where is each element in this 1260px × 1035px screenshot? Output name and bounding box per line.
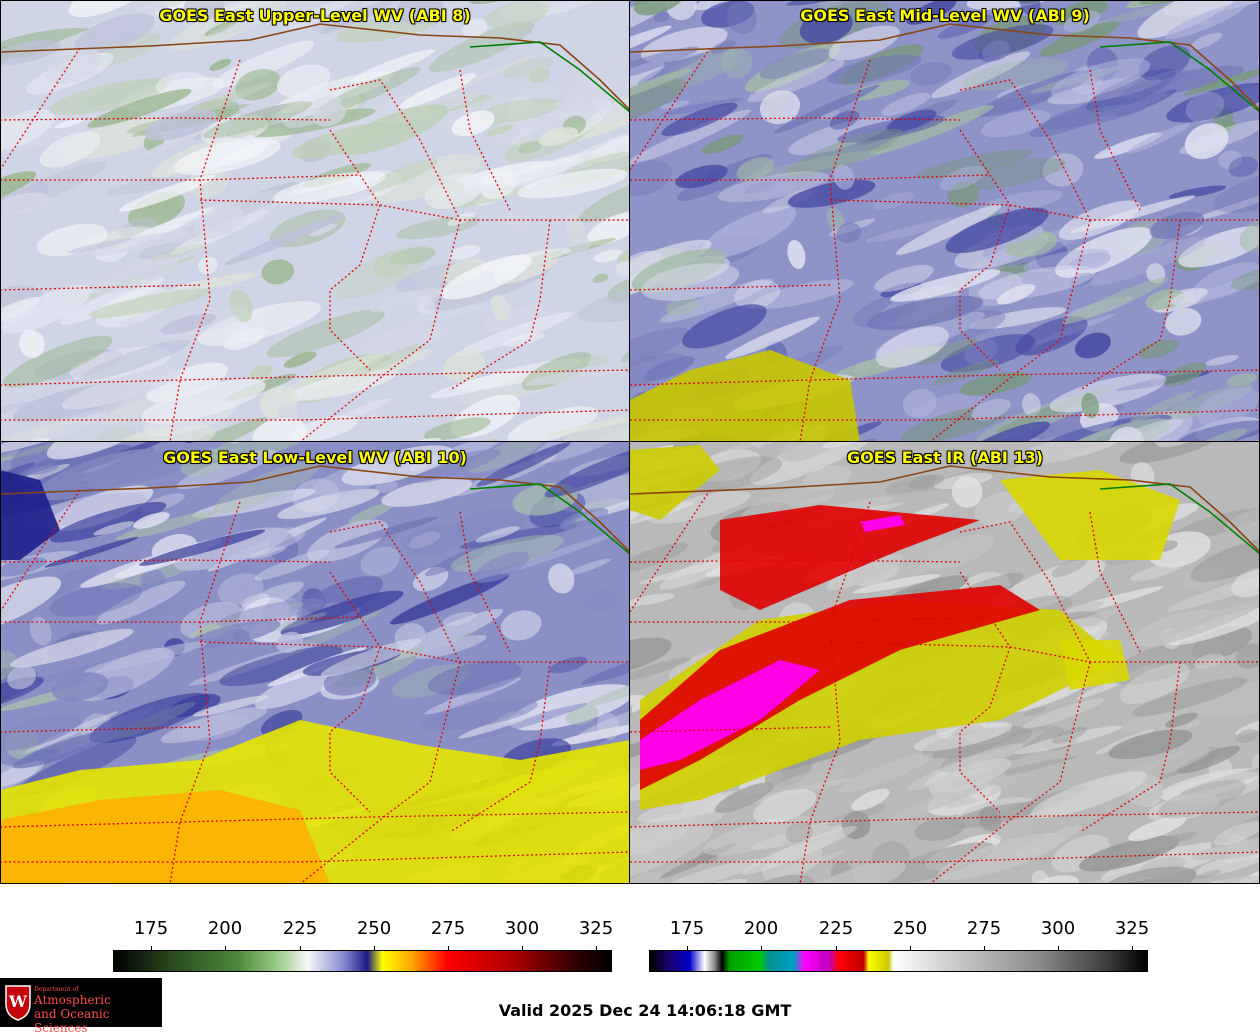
colorbar-tick-label: 225 xyxy=(270,918,330,939)
upper-level-wv-panel: GOES East Upper-Level WV (ABI 8) xyxy=(0,0,630,442)
colorbar-tick-label: 325 xyxy=(566,918,626,939)
colorbar-tick-label: 325 xyxy=(1102,918,1162,939)
valid-time: Valid 2025 Dec 24 14:06:18 GMT xyxy=(0,1001,1260,1020)
colorbar-tick-label: 250 xyxy=(880,918,940,939)
ir-panel: GOES East IR (ABI 13) xyxy=(630,442,1260,884)
logo-line-1: Department of xyxy=(34,986,78,993)
panel-divider-vertical xyxy=(629,0,630,884)
panel-title: GOES East Upper-Level WV (ABI 8) xyxy=(0,6,630,25)
panel-title: GOES East Low-Level WV (ABI 10) xyxy=(0,448,630,467)
colorbar-tick-label: 275 xyxy=(418,918,478,939)
colorbar-tick-label: 200 xyxy=(731,918,791,939)
upper-level-wv-map xyxy=(0,0,630,442)
colorbar-tick-label: 200 xyxy=(195,918,255,939)
colorbar-tick-label: 250 xyxy=(344,918,404,939)
mid-level-wv-panel: GOES East Mid-Level WV (ABI 9) xyxy=(630,0,1260,442)
panel-title: GOES East IR (ABI 13) xyxy=(630,448,1260,467)
colorbar-tick-label: 225 xyxy=(806,918,866,939)
ir-map xyxy=(630,442,1260,884)
panel-title: GOES East Mid-Level WV (ABI 9) xyxy=(630,6,1260,25)
colorbar-tick-label: 300 xyxy=(492,918,552,939)
colorbar-tick-label: 300 xyxy=(1028,918,1088,939)
colorbar-tick-label: 175 xyxy=(657,918,717,939)
panel-divider-horizontal xyxy=(0,441,1260,442)
mid-level-wv-map xyxy=(630,0,1260,442)
low-level-wv-panel: GOES East Low-Level WV (ABI 10) xyxy=(0,442,630,884)
colorbar-tick-label: 175 xyxy=(121,918,181,939)
ir-colorbar xyxy=(649,950,1148,972)
low-level-wv-map xyxy=(0,442,630,884)
colorbar-tick-label: 275 xyxy=(954,918,1014,939)
wv-colorbar xyxy=(113,950,612,972)
